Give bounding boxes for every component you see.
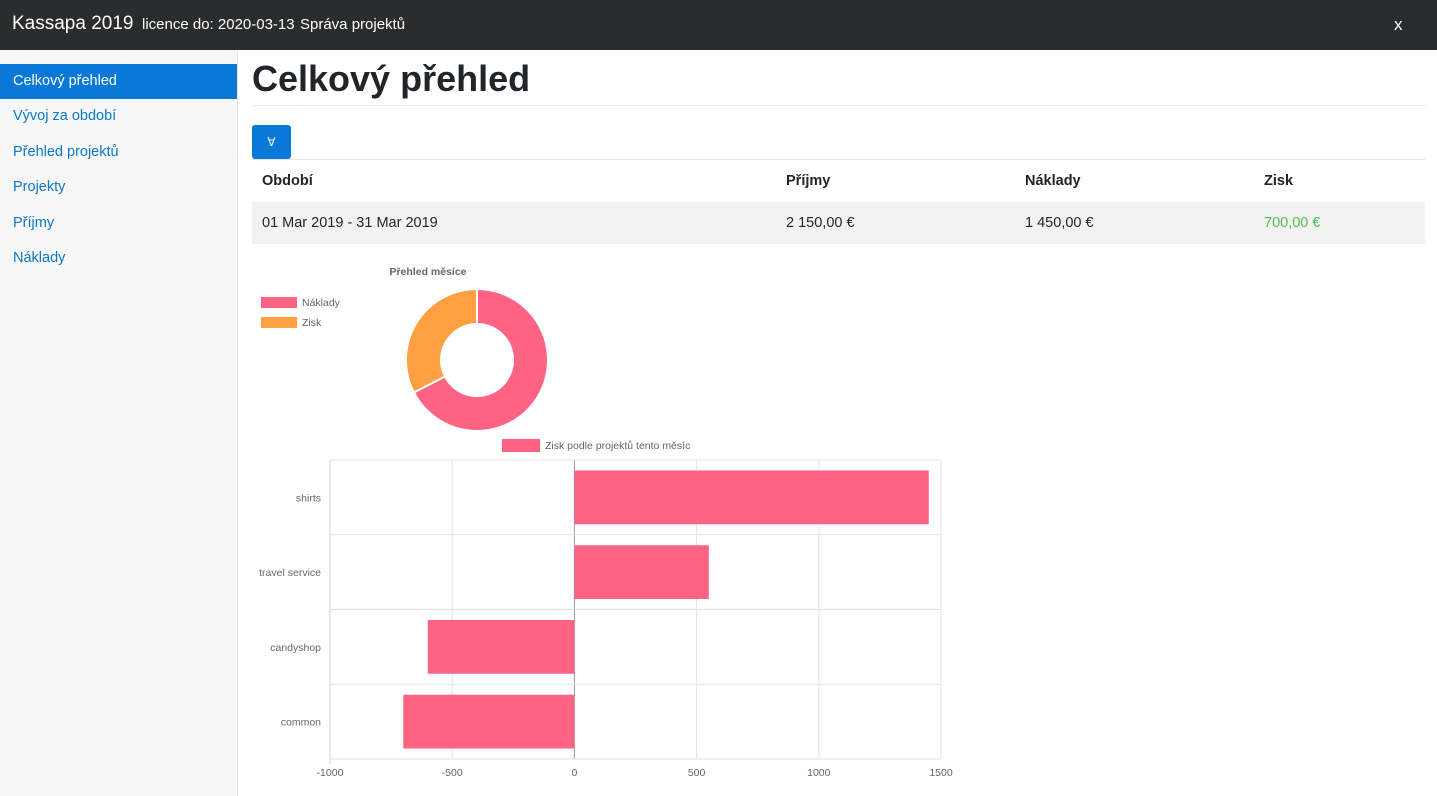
cell-profit: 700,00 €	[1254, 202, 1425, 244]
toggle-button[interactable]: ∀	[252, 125, 291, 159]
sidebar-item-income[interactable]: Příjmy	[13, 215, 55, 231]
bar-legend-label: Zisk podle projektů tento měsíc	[545, 440, 690, 452]
doughnut-slice-náklady[interactable]	[412, 287, 549, 432]
cell-period: 01 Mar 2019 - 31 Mar 2019	[252, 202, 776, 244]
doughnut-slice-zisk[interactable]	[405, 287, 478, 394]
category-label: candyshop	[270, 642, 321, 654]
cell-costs: 1 450,00 €	[1015, 202, 1254, 244]
cell-income: 2 150,00 €	[776, 202, 1015, 244]
summary-table: Období Příjmy Náklady Zisk 01 Mar 2019 -…	[252, 159, 1425, 244]
column-header-income: Příjmy	[776, 159, 1015, 202]
page-title: Celkový přehled	[252, 58, 531, 99]
bar-chart-bars	[403, 470, 929, 749]
column-header-profit: Zisk	[1254, 159, 1425, 202]
table-header-row: Období Příjmy Náklady Zisk	[252, 159, 1425, 202]
sidebar: Celkový přehled Vývoj za období Přehled …	[0, 50, 238, 796]
app-brand[interactable]: Kassapa 2019	[12, 13, 134, 34]
bar-chart-labels: -1000 -500 0 500 1000 1500 shirts travel servic…	[259, 492, 953, 779]
bar-shirts[interactable]	[574, 470, 929, 525]
sidebar-item-project-overview[interactable]: Přehled projektů	[13, 144, 119, 160]
legend-label-náklady: Náklady	[302, 297, 341, 309]
legend-label-zisk: Zisk	[302, 317, 322, 329]
x-tick-label: 0	[571, 767, 577, 779]
bar-candyshop[interactable]	[427, 619, 575, 674]
title-divider	[252, 105, 1425, 106]
bar-common[interactable]	[403, 694, 575, 749]
top-navbar: Kassapa 2019 licence do: 2020-03-13 Sprá…	[0, 0, 1437, 50]
bar-travel-service[interactable]	[574, 545, 709, 600]
doughnut-legend: Náklady Zisk	[261, 297, 341, 329]
close-button[interactable]: x	[1394, 15, 1403, 34]
x-tick-label: 500	[688, 767, 706, 779]
bar-legend-swatch[interactable]	[502, 439, 540, 452]
doughnut-chart-title: Přehled měsíce	[389, 266, 466, 278]
column-header-period: Období	[252, 159, 776, 202]
column-header-costs: Náklady	[1015, 159, 1254, 202]
sidebar-item-overview[interactable]: Celkový přehled	[0, 64, 237, 99]
category-label: shirts	[296, 492, 321, 504]
legend-swatch-zisk[interactable]	[261, 317, 297, 328]
bar-chart-legend: Zisk podle projektů tento měsíc	[502, 439, 690, 452]
legend-swatch-náklady[interactable]	[261, 297, 297, 308]
x-tick-label: 1000	[807, 767, 831, 779]
bar-chart: Zisk podle projektů tento měsíc -1000 -50…	[259, 439, 953, 779]
x-tick-label: -500	[442, 767, 463, 779]
category-label: travel service	[259, 567, 321, 579]
table-row: 01 Mar 2019 - 31 Mar 2019 2 150,00 € 1 4…	[252, 202, 1425, 244]
bar-chart-grid	[329, 459, 942, 764]
doughnut-slices	[405, 287, 549, 432]
licence-info: licence do: 2020-03-13	[142, 16, 295, 33]
x-tick-label: -1000	[317, 767, 344, 779]
doughnut-chart: Přehled měsíce Náklady Zisk	[261, 266, 549, 432]
x-tick-label: 1500	[929, 767, 953, 779]
sidebar-item-period-development[interactable]: Vývoj za období	[13, 108, 117, 124]
sidebar-item-costs[interactable]: Náklady	[13, 250, 66, 266]
category-label: common	[281, 717, 321, 729]
project-management-link[interactable]: Správa projektů	[300, 16, 406, 33]
sidebar-item-projects[interactable]: Projekty	[13, 179, 66, 195]
